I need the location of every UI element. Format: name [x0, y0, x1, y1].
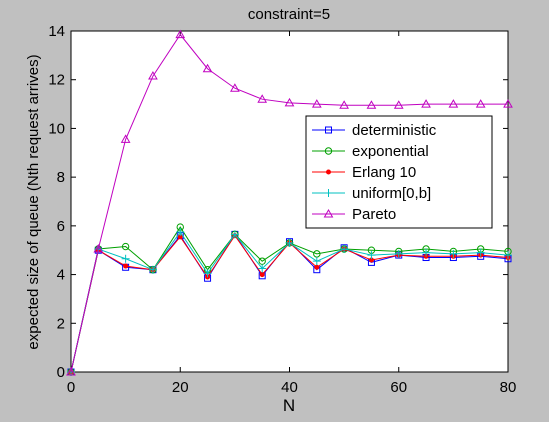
legend-marker-deterministic: [325, 126, 332, 134]
chart-title: constraint=5: [248, 6, 330, 23]
data-point-pareto: [503, 99, 513, 108]
data-point-uniform-0-b: [203, 269, 212, 278]
legend-entry-uniform-0-b: uniform[0,b]: [312, 185, 431, 202]
data-point-uniform-0-b: [367, 251, 376, 260]
legend-label-deterministic: deterministic: [352, 122, 437, 139]
data-point-uniform-0-b: [176, 227, 185, 236]
data-point-uniform-0-b: [258, 264, 267, 273]
data-point-pareto: [202, 63, 213, 73]
legend-marker-pareto: [323, 208, 334, 218]
legend-marker-uniform-0-b: [324, 189, 333, 197]
legend-label-pareto: Pareto: [352, 206, 396, 223]
data-point-uniform-0-b: [148, 265, 157, 274]
y-tick-label: 8: [57, 169, 65, 186]
series-layer: [66, 29, 513, 376]
x-tick-label: 0: [67, 379, 75, 396]
series-pareto: [66, 29, 513, 376]
data-point-exponential: [258, 257, 266, 265]
data-point-pareto: [120, 134, 131, 143]
data-point-pareto: [448, 99, 459, 108]
y-tick-label: 2: [57, 315, 65, 332]
x-axis-label: N: [283, 396, 295, 415]
data-point-pareto: [475, 99, 486, 108]
data-point-pareto: [393, 100, 404, 109]
data-point-erlang-10: [314, 264, 320, 270]
legend-entry-deterministic: deterministic: [312, 122, 437, 139]
data-point-uniform-0-b: [504, 251, 512, 260]
legend: deterministic exponential Erlang 10 uniform…: [305, 115, 493, 229]
data-point-pareto: [339, 100, 349, 109]
x-tick-label: 80: [500, 379, 517, 396]
data-point-erlang-10: [123, 263, 129, 269]
y-tick-label: 10: [48, 120, 65, 137]
y-tick-label: 12: [48, 72, 65, 89]
legend-entry-erlang-10: Erlang 10: [312, 164, 416, 181]
legend-items: deterministic exponential Erlang 10 uniform…: [312, 122, 437, 223]
data-point-pareto: [284, 97, 295, 107]
data-point-pareto: [66, 366, 76, 376]
y-tick-label: 0: [57, 364, 65, 381]
data-point-exponential: [121, 242, 130, 251]
data-point-uniform-0-b: [422, 248, 431, 257]
data-point-uniform-0-b: [476, 248, 485, 257]
y-axis-label: expected size of queue (Nth request arri…: [25, 54, 42, 349]
x-tick-label: 20: [172, 379, 189, 396]
x-tick-label: 60: [390, 379, 407, 396]
data-point-pareto: [175, 29, 186, 39]
legend-marker-exponential: [324, 147, 333, 155]
data-point-pareto: [366, 100, 377, 109]
legend-entry-pareto: Pareto: [312, 206, 396, 223]
data-point-pareto: [421, 99, 431, 108]
legend-entry-exponential: exponential: [312, 143, 429, 160]
data-point-exponential: [313, 250, 321, 258]
data-point-pareto: [257, 94, 268, 103]
legend-label-erlang-10: Erlang 10: [352, 164, 416, 181]
data-point-uniform-0-b: [312, 257, 321, 266]
x-tick-label: 40: [281, 379, 298, 396]
y-tick-label: 4: [57, 267, 65, 284]
axis-ticks: 0 20 40 60 80 0 2 4 6 8 10 12 14: [48, 23, 516, 396]
data-point-uniform-0-b: [121, 254, 130, 263]
data-point-pareto: [148, 71, 158, 80]
y-tick-label: 14: [48, 23, 65, 40]
data-point-uniform-0-b: [340, 244, 349, 253]
legend-marker-erlang-10: [326, 169, 331, 175]
legend-label-uniform-0-b: uniform[0,b]: [352, 185, 431, 202]
legend-label-exponential: exponential: [352, 143, 429, 160]
series-line-pareto: [70, 33, 508, 373]
data-point-erlang-10: [259, 272, 265, 278]
data-point-uniform-0-b: [230, 230, 239, 239]
data-point-pareto: [93, 243, 104, 253]
data-point-uniform-0-b: [394, 249, 403, 258]
y-tick-label: 6: [57, 218, 65, 235]
data-point-uniform-0-b: [449, 249, 458, 258]
data-point-uniform-0-b: [285, 238, 294, 247]
data-point-pareto: [230, 83, 240, 92]
data-point-pareto: [311, 99, 322, 108]
